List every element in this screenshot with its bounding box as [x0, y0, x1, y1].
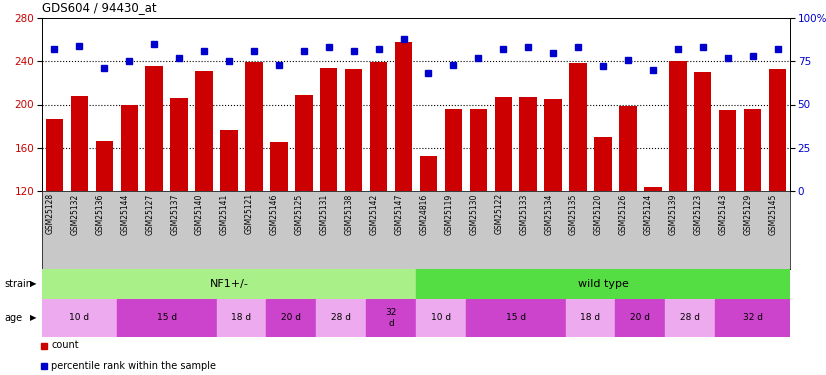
Text: GSM25138: GSM25138 [344, 194, 354, 235]
Bar [96, 141, 113, 191]
Text: GSM25142: GSM25142 [369, 194, 378, 235]
Text: GSM25143: GSM25143 [719, 194, 728, 235]
Text: 20 d: 20 d [630, 314, 650, 322]
Text: GSM24816: GSM24816 [420, 194, 429, 235]
Bar [42, 269, 416, 299]
Bar [644, 187, 662, 191]
Text: GSM25128: GSM25128 [45, 194, 55, 234]
Text: count: count [51, 340, 79, 351]
Text: GSM25122: GSM25122 [494, 194, 503, 234]
Text: NF1+/-: NF1+/- [210, 279, 249, 289]
Text: 10 d: 10 d [431, 314, 451, 322]
Text: GSM25125: GSM25125 [295, 194, 304, 235]
Bar [566, 299, 615, 337]
Text: GSM25136: GSM25136 [95, 194, 104, 235]
Text: 18 d: 18 d [231, 314, 252, 322]
Bar [395, 42, 412, 191]
Bar [267, 299, 316, 337]
Bar [719, 110, 737, 191]
Text: 15 d: 15 d [157, 314, 177, 322]
Bar [620, 106, 637, 191]
Text: GSM25130: GSM25130 [469, 194, 478, 235]
Text: 10 d: 10 d [69, 314, 89, 322]
Text: GSM25129: GSM25129 [743, 194, 752, 235]
Bar [520, 97, 537, 191]
Text: GSM25121: GSM25121 [245, 194, 254, 234]
Bar [195, 71, 213, 191]
Bar [416, 269, 790, 299]
Text: GSM25119: GSM25119 [444, 194, 453, 235]
Bar [370, 62, 387, 191]
Bar [416, 299, 466, 337]
Bar [366, 299, 416, 337]
Bar [544, 99, 562, 191]
Text: GSM25145: GSM25145 [768, 194, 777, 235]
Bar [420, 156, 437, 191]
Text: GSM25146: GSM25146 [270, 194, 279, 235]
Text: strain: strain [4, 279, 32, 289]
Text: GSM25127: GSM25127 [145, 194, 154, 235]
Text: GSM25135: GSM25135 [569, 194, 578, 235]
Bar [71, 96, 88, 191]
Text: percentile rank within the sample: percentile rank within the sample [51, 361, 216, 371]
Bar [715, 299, 790, 337]
Bar [694, 72, 711, 191]
Bar [470, 109, 487, 191]
Text: GSM25139: GSM25139 [669, 194, 678, 235]
Bar [615, 299, 665, 337]
Bar [295, 95, 312, 191]
Text: GSM25131: GSM25131 [320, 194, 329, 235]
Bar [170, 98, 188, 191]
Bar [744, 109, 762, 191]
Text: GSM25140: GSM25140 [195, 194, 204, 235]
Text: GSM25141: GSM25141 [220, 194, 229, 235]
Bar [221, 130, 238, 191]
Text: GSM25147: GSM25147 [395, 194, 404, 235]
Bar [316, 299, 366, 337]
Bar [594, 137, 612, 191]
Text: GSM25133: GSM25133 [520, 194, 528, 235]
Bar [345, 69, 363, 191]
Bar [145, 66, 163, 191]
Text: GDS604 / 94430_at: GDS604 / 94430_at [42, 1, 157, 14]
Text: GSM25137: GSM25137 [170, 194, 179, 235]
Bar [45, 118, 64, 191]
Bar [444, 109, 462, 191]
Bar [116, 299, 216, 337]
Bar [216, 299, 267, 337]
Text: GSM25126: GSM25126 [619, 194, 628, 235]
Text: GSM25123: GSM25123 [694, 194, 703, 235]
Bar [42, 299, 116, 337]
Bar [769, 69, 786, 191]
Text: 20 d: 20 d [282, 314, 301, 322]
Text: ▶: ▶ [30, 279, 36, 288]
Text: GSM25124: GSM25124 [643, 194, 653, 235]
Text: 18 d: 18 d [581, 314, 601, 322]
Bar [665, 299, 715, 337]
Bar [270, 142, 287, 191]
Bar [569, 63, 586, 191]
Text: GSM25120: GSM25120 [594, 194, 603, 235]
Text: 32 d: 32 d [743, 314, 762, 322]
Text: GSM25144: GSM25144 [121, 194, 129, 235]
Text: 15 d: 15 d [506, 314, 526, 322]
Bar [466, 299, 566, 337]
Bar [495, 97, 512, 191]
Text: 28 d: 28 d [681, 314, 700, 322]
Text: GSM25132: GSM25132 [70, 194, 79, 235]
Text: age: age [4, 313, 22, 323]
Text: GSM25134: GSM25134 [544, 194, 553, 235]
Bar [121, 105, 138, 191]
Bar [320, 68, 338, 191]
Bar [245, 62, 263, 191]
Text: 28 d: 28 d [331, 314, 351, 322]
Text: wild type: wild type [577, 279, 629, 289]
Text: 32
d: 32 d [386, 308, 396, 328]
Text: ▶: ▶ [30, 314, 36, 322]
Bar [669, 61, 686, 191]
